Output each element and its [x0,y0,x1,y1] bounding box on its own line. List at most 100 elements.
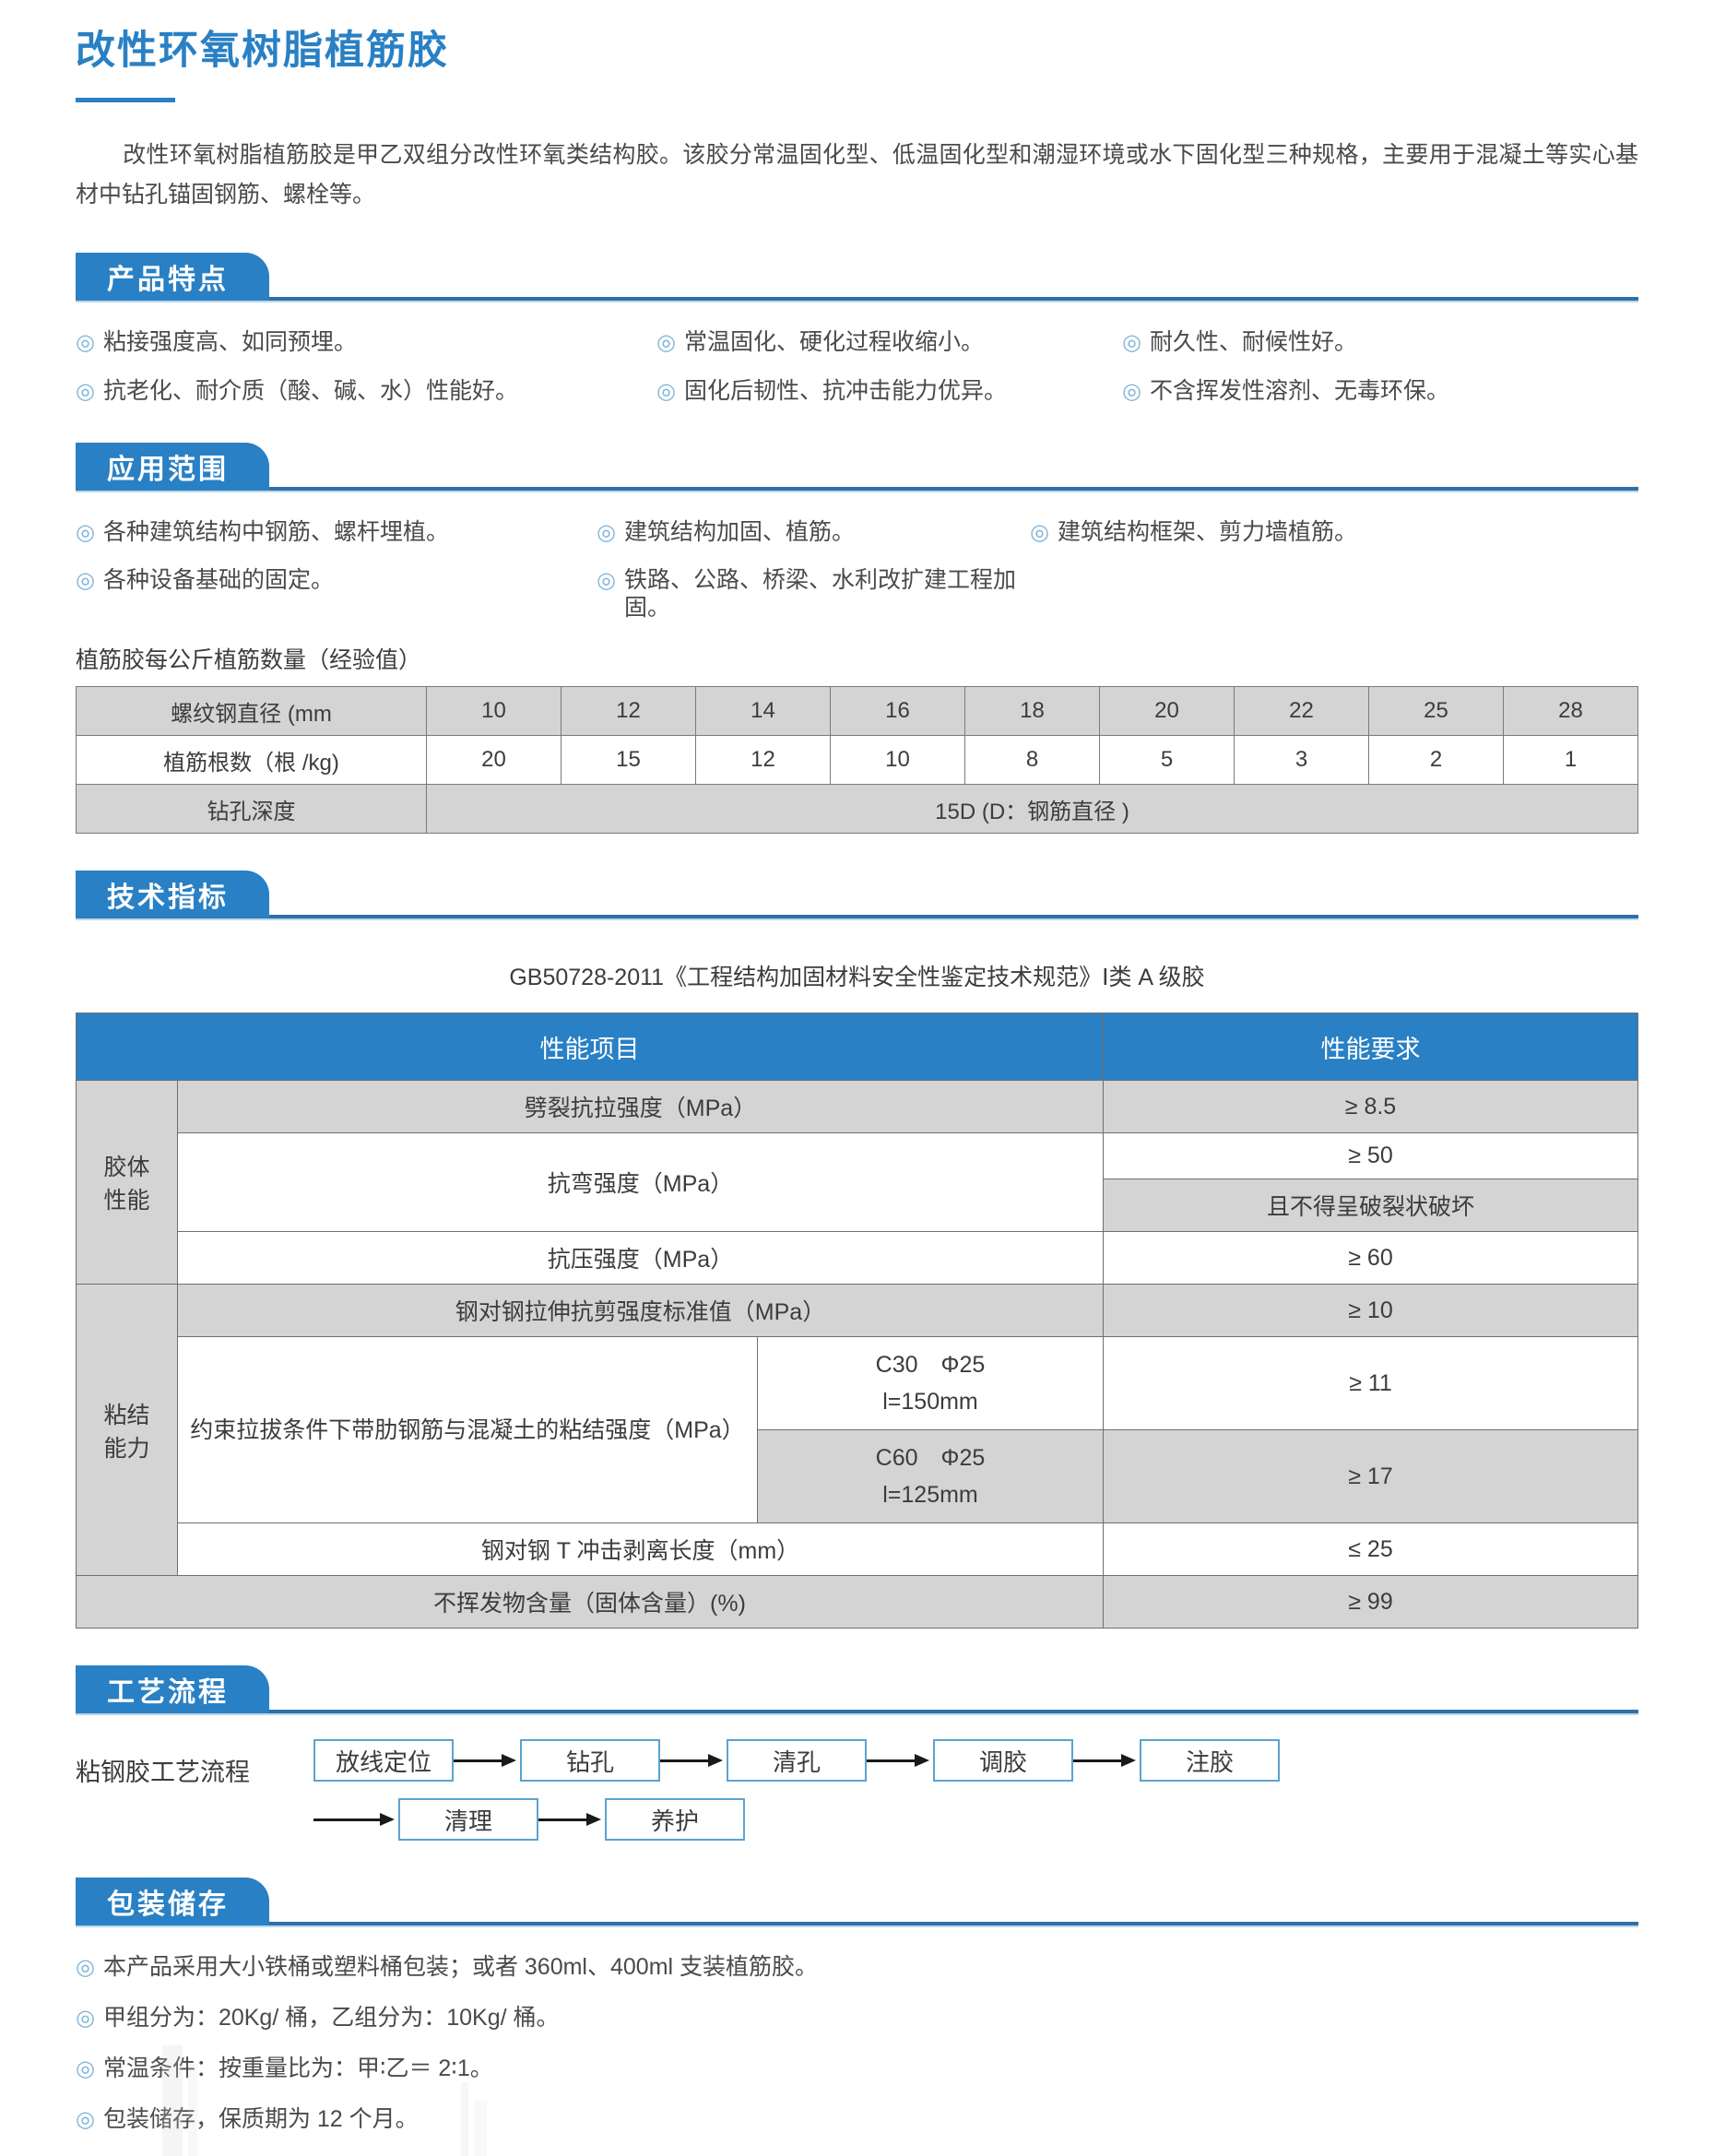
section-rule-light [76,490,1638,492]
row-label: 螺纹钢直径 (mm [76,686,427,737]
page-title: 改性环氧树脂植筋胶 [76,29,449,73]
spec-item: 约束拉拔条件下带肋钢筋与混凝土的粘结强度（MPa） [177,1336,758,1524]
list-item: ◎ 本产品采用大小铁桶或塑料桶包装；或者 360ml、400ml 支装植筋胶。 [76,1953,827,1982]
section-header-packaging: 包装储存 [76,1878,1638,1929]
process-flow-chart: 粘钢胶工艺流程 放线定位 钻孔 清孔 调胶 注胶 清理 养护 [76,1739,1638,1842]
arrow-icon [660,1754,727,1768]
table-row: C60 Φ25 l=125mm ≥ 17 [77,1429,1638,1524]
list-row: ◎ 抗老化、耐介质（酸、碱、水）性能好。 ◎ 固化后韧性、抗冲击能力优异。 ◎ … [76,377,1638,406]
spec-requirement-note: 且不得呈破裂状破坏 [1103,1179,1638,1233]
rebar-quantity-table: 螺纹钢直径 (mm 10 12 14 16 18 20 22 25 28 植筋根… [76,686,1638,835]
bullet-icon: ◎ [76,378,95,404]
list-item: ◎ 抗老化、耐介质（酸、碱、水）性能好。 [76,377,656,406]
standard-reference: GB50728-2011《工程结构加固材料安全性鉴定技术规范》Ⅰ类 A 级胶 [509,965,1205,991]
spec-item: 钢对钢 T 冲击剥离长度（mm） [177,1522,1104,1577]
section-tab-features: 产品特点 [76,253,269,302]
list-item: ◎ 耐久性、耐候性好。 [1122,328,1366,357]
spec-requirement: ≥ 60 [1103,1231,1638,1285]
section-rule [76,486,1638,491]
bullet-icon: ◎ [76,568,95,594]
list-row: ◎ 甲组分为：20Kg/ 桶，乙组分为：10Kg/ 桶。 [76,2004,1638,2032]
table-header-row: 性能项目 性能要求 [76,1013,1638,1082]
cell: 16 [830,686,965,737]
flow-chart-label: 粘钢胶工艺流程 [76,1759,250,1787]
list-item: ◎ 粘接强度高、如同预埋。 [76,328,656,357]
flow-step-1: 放线定位 [313,1739,454,1783]
group-label-line2: 能力 [103,1435,150,1462]
features-list: ◎ 粘接强度高、如同预埋。 ◎ 常温固化、硬化过程收缩小。 ◎ 耐久性、耐候性好… [76,328,1638,406]
bullet-icon: ◎ [1122,378,1141,404]
intro-paragraph: 改性环氧树脂植筋胶是甲乙双组分改性环氧类结构胶。该胶分常温固化型、低温固化型和潮… [76,136,1638,217]
list-row: ◎ 粘接强度高、如同预埋。 ◎ 常温固化、硬化过程收缩小。 ◎ 耐久性、耐候性好… [76,328,1638,357]
list-item-label: 抗老化、耐介质（酸、碱、水）性能好。 [102,377,518,404]
spec-condition-c60: C60 Φ25 l=125mm [756,1429,1105,1524]
row-label: 植筋根数（根 /kg) [76,735,427,786]
spec-item: 不挥发物含量（固体含量）(%) [76,1575,1104,1629]
technical-spec-table: 性能项目 性能要求 胶体 性能 劈裂抗拉强度（MPa） ≥ 8.5 抗弯强度（M… [76,1013,1638,1629]
list-item: ◎ 建筑结构框架、剪力墙植筋。 [1030,518,1366,547]
intro-text: 改性环氧树脂植筋胶是甲乙双组分改性环氧类结构胶。该胶分常温固化型、低温固化型和潮… [76,141,1638,208]
cell: 5 [1099,735,1235,786]
spec-item: 钢对钢拉伸抗剪强度标准值（MPa） [177,1284,1104,1338]
spec-item: 抗弯强度（MPa） [177,1132,1104,1233]
arrow-icon [867,1754,933,1768]
flow-step-5: 注胶 [1140,1739,1280,1783]
flow-step-7: 养护 [605,1798,745,1842]
flow-row-1: 放线定位 钻孔 清孔 调胶 注胶 [76,1739,1638,1783]
list-item-label: 各种设备基础的固定。 [102,567,334,594]
list-row: ◎ 各种建筑结构中钢筋、螺杆埋植。 ◎ 建筑结构加固、植筋。 ◎ 建筑结构框架、… [76,518,1638,547]
list-item-label: 包装储存，保质期为 12 个月。 [102,2105,419,2132]
cell: 22 [1234,686,1369,737]
cell: 28 [1503,686,1638,737]
table-row: 螺纹钢直径 (mm 10 12 14 16 18 20 22 25 28 [76,686,1638,737]
spec-item-label: 约束拉拔条件下带肋钢筋与混凝土的粘结强度（MPa） [190,1416,745,1443]
list-item: ◎ 建筑结构加固、植筋。 [597,518,1030,547]
cell: 20 [1099,686,1235,737]
spec-requirement: ≥ 11 [1103,1336,1638,1431]
spec-condition-grade: C30 Φ25 [875,1352,986,1379]
cell: 14 [695,686,831,737]
list-item: ◎ 甲组分为：20Kg/ 桶，乙组分为：10Kg/ 桶。 [76,2004,569,2032]
list-item-label: 建筑结构加固、植筋。 [623,518,855,545]
bullet-icon: ◎ [76,2006,95,2032]
bullet-icon: ◎ [1030,519,1049,545]
spec-requirement: ≥ 10 [1103,1284,1638,1338]
flow-step-3: 清孔 [727,1739,867,1783]
cell: 12 [695,735,831,786]
spec-item: 劈裂抗拉强度（MPa） [177,1080,1104,1134]
arrow-icon [538,1813,605,1827]
arrow-icon [1073,1754,1140,1768]
table-row: 且不得呈破裂状破坏 [77,1179,1638,1233]
bullet-icon: ◎ [76,2106,95,2132]
list-item: ◎ 不含挥发性溶剂、无毒环保。 [1122,377,1459,406]
section-rule-light [76,301,1638,303]
group-label-line1: 粘结 [103,1402,150,1428]
section-rule [76,1710,1638,1714]
table-row: 约束拉拔条件下带肋钢筋与混凝土的粘结强度（MPa） C30 Φ25 l=150m… [77,1336,1638,1524]
spec-item: 抗压强度（MPa） [177,1231,1104,1285]
section-rule [76,297,1638,302]
column-header-requirement: 性能要求 [1103,1013,1638,1082]
cell: 3 [1234,735,1369,786]
list-item-label: 粘接强度高、如同预埋。 [102,329,357,356]
cell: 12 [561,686,696,737]
spec-condition-grade: C60 Φ25 [875,1445,986,1472]
section-tab-application: 应用范围 [76,442,269,491]
bullet-icon: ◎ [76,1955,95,1981]
cell: 15D (D：钢筋直径 ) [426,784,1638,835]
flow-step-4: 调胶 [933,1739,1073,1783]
section-technical: 技术指标 GB50728-2011《工程结构加固材料安全性鉴定技术规范》Ⅰ类 A… [0,871,1714,1629]
packaging-list: ◎ 本产品采用大小铁桶或塑料桶包装；或者 360ml、400ml 支装植筋胶。 … [76,1953,1638,2133]
table-row: 不挥发物含量（固体含量）(%) ≥ 99 [76,1575,1638,1629]
section-header-technical: 技术指标 [76,871,1638,922]
section-header-features: 产品特点 [76,253,1638,304]
cell: 8 [964,735,1100,786]
arrow-icon [454,1754,520,1768]
table-row: 钢对钢 T 冲击剥离长度（mm） ≤ 25 [77,1522,1638,1577]
group-label-bond: 粘结 能力 [76,1284,178,1577]
list-item-label: 甲组分为：20Kg/ 桶，乙组分为：10Kg/ 桶。 [102,2005,560,2032]
arrow-icon [313,1813,398,1827]
application-list: ◎ 各种建筑结构中钢筋、螺杆埋植。 ◎ 建筑结构加固、植筋。 ◎ 建筑结构框架、… [76,518,1638,622]
bullet-icon: ◎ [597,568,616,594]
spec-condition-length: l=125mm [882,1482,978,1509]
